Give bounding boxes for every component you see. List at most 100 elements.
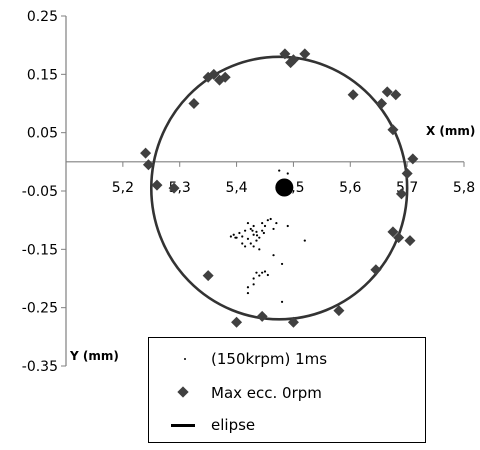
data-point-diamond bbox=[287, 316, 299, 328]
data-point-dot bbox=[246, 286, 250, 289]
y-tick-label: -0.05 bbox=[22, 184, 58, 200]
data-point-diamond bbox=[387, 124, 399, 136]
data-point-dot bbox=[272, 227, 275, 231]
legend: (150krpm) 1ms Max ecc. 0rpm elipse bbox=[148, 337, 426, 443]
x-tick-label: 5,4 bbox=[225, 180, 247, 196]
legend-item-1ms: (150krpm) 1ms bbox=[149, 344, 425, 374]
y-tick-label: 0.15 bbox=[27, 67, 58, 83]
axes bbox=[61, 15, 465, 367]
x-axis-title: X (mm) bbox=[426, 124, 475, 138]
x-tick-label: 5,8 bbox=[453, 180, 475, 196]
data-point-diamond bbox=[407, 153, 419, 165]
data-point-diamond bbox=[231, 316, 243, 328]
data-point-dot bbox=[241, 242, 244, 245]
data-point-dot bbox=[255, 230, 258, 233]
data-point-dot bbox=[246, 237, 250, 240]
data-point-diamond bbox=[168, 182, 180, 194]
data-point-diamond bbox=[219, 71, 231, 83]
x-tick-label: 5,6 bbox=[339, 180, 361, 196]
data-point-dot bbox=[255, 239, 258, 242]
data-point-dot bbox=[238, 231, 241, 235]
y-tick-label: -0.15 bbox=[22, 242, 58, 258]
data-point-dot bbox=[249, 227, 252, 231]
y-tick-label: 0.05 bbox=[27, 126, 58, 142]
data-point-dot bbox=[244, 229, 247, 232]
data-point-dot bbox=[229, 235, 232, 238]
data-point-dot bbox=[255, 234, 259, 237]
data-point-dot bbox=[252, 233, 255, 236]
data-point-dot bbox=[244, 245, 247, 248]
y-tick-label: 0.25 bbox=[27, 9, 58, 25]
legend-dot-icon bbox=[149, 344, 211, 374]
data-point-diamond bbox=[279, 48, 291, 60]
data-point-diamond bbox=[401, 168, 413, 179]
ellipse-series bbox=[149, 55, 409, 321]
data-point-dot bbox=[234, 236, 237, 239]
data-point-diamond bbox=[393, 232, 405, 244]
data-point-dot bbox=[275, 221, 278, 225]
data-point-diamond bbox=[140, 147, 152, 159]
data-point-dot bbox=[258, 236, 261, 239]
data-point-dot bbox=[252, 277, 255, 280]
data-point-diamond bbox=[347, 89, 359, 101]
data-point-dot bbox=[252, 283, 255, 286]
data-point-dot bbox=[252, 245, 255, 248]
data-point-dot bbox=[266, 219, 269, 222]
data-point-diamond bbox=[333, 305, 345, 317]
data-point-diamond bbox=[381, 86, 393, 98]
legend-label: Max ecc. 0rpm bbox=[211, 384, 322, 402]
y-tick-label: -0.25 bbox=[22, 301, 58, 317]
data-point-diamond bbox=[202, 270, 214, 282]
legend-diamond-icon bbox=[149, 378, 211, 408]
data-point-diamond bbox=[202, 71, 214, 83]
data-point-dot bbox=[303, 239, 306, 242]
legend-item-elipse: elipse bbox=[149, 410, 425, 440]
data-point-dot bbox=[269, 217, 272, 221]
data-point-dot bbox=[246, 291, 250, 295]
data-point-dot bbox=[263, 270, 267, 273]
data-point-diamond bbox=[142, 159, 154, 171]
data-point-diamond bbox=[404, 235, 416, 247]
legend-label: elipse bbox=[211, 416, 256, 434]
data-point-dot bbox=[286, 172, 289, 175]
data-point-dot bbox=[252, 224, 255, 228]
data-point-diamond bbox=[188, 98, 200, 109]
data-point-diamond bbox=[387, 226, 399, 238]
data-point-dot bbox=[261, 271, 264, 274]
data-point-dot bbox=[272, 254, 275, 257]
y-axis-title: Y (mm) bbox=[69, 349, 119, 363]
data-point-dot bbox=[262, 231, 265, 235]
data-point-diamond bbox=[256, 310, 268, 322]
data-point-diamond bbox=[395, 188, 407, 200]
data-point-dot bbox=[255, 271, 258, 274]
data-point-dot bbox=[249, 242, 252, 245]
data-point-dot bbox=[280, 262, 284, 266]
data-point-dot bbox=[286, 224, 289, 228]
y-tick-label: -0.35 bbox=[22, 359, 58, 375]
data-point-dot bbox=[246, 221, 250, 225]
data-point-diamond bbox=[299, 48, 311, 60]
x-tick-label: 5,2 bbox=[112, 180, 134, 196]
legend-label: (150krpm) 1ms bbox=[211, 350, 328, 368]
ellipse-line bbox=[149, 55, 409, 321]
center-point bbox=[275, 178, 294, 197]
data-point-dot bbox=[241, 235, 244, 238]
data-point-dot bbox=[232, 233, 235, 236]
data-point-diamond bbox=[390, 89, 402, 101]
data-point-dot bbox=[258, 248, 261, 251]
data-point-dot bbox=[263, 224, 267, 228]
data-point-diamond bbox=[151, 179, 163, 191]
scatter-series bbox=[140, 48, 419, 328]
data-point-dot bbox=[251, 229, 254, 232]
data-point-diamond bbox=[376, 98, 388, 109]
data-point-dot bbox=[266, 273, 269, 277]
data-point-dot bbox=[258, 274, 261, 277]
data-point-dot bbox=[278, 169, 281, 172]
data-point-dot bbox=[261, 221, 264, 225]
legend-item-max-ecc: Max ecc. 0rpm bbox=[149, 378, 425, 408]
data-point-diamond bbox=[287, 54, 299, 66]
data-point-diamond bbox=[370, 264, 382, 276]
data-point-dot bbox=[261, 229, 264, 232]
data-point-dot bbox=[280, 300, 284, 303]
